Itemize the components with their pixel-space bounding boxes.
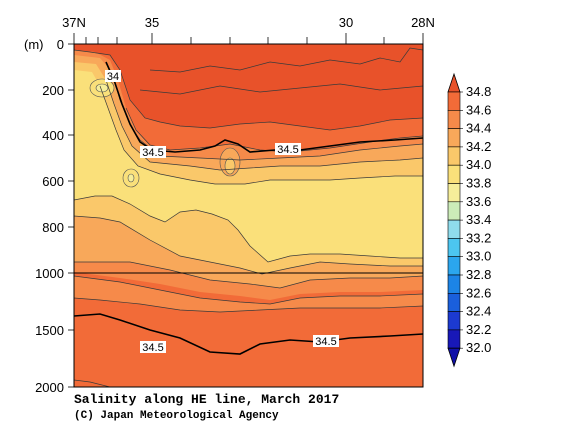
colorbar-tick-label: 34.6 <box>466 102 491 117</box>
x-tick-label-35: 35 <box>145 15 159 30</box>
contour-label-34-5-upper-west: 34.5 <box>140 146 166 159</box>
y-tick-label-600: 600 <box>42 174 64 189</box>
band-deep-34-4-34-6 <box>74 298 423 387</box>
contour-label-34-5-upper-west-text: 34.5 <box>142 147 163 159</box>
colorbar-swatch <box>447 183 461 203</box>
colorbar-tick-label: 32.4 <box>466 304 491 319</box>
colorbar-tick-label: 32.6 <box>466 285 491 300</box>
colorbar-swatch <box>447 91 461 111</box>
contour-label-34-text: 34 <box>107 71 119 83</box>
contour-label-34: 34 <box>105 70 121 83</box>
colorbar-swatch <box>447 256 461 276</box>
y-tick-label-2000: 2000 <box>35 380 64 395</box>
chart-title: Salinity along HE line, March 2017 <box>74 392 339 407</box>
colorbar-tick-label: 34.8 <box>466 84 491 99</box>
colorbar-swatch <box>447 164 461 184</box>
x-tick-label-28n: 28N <box>411 15 435 30</box>
colorbar-swatch <box>447 110 461 129</box>
colorbar-swatch <box>447 292 461 312</box>
contour-label-34-5-deep-east-text: 34.5 <box>315 336 336 348</box>
contour-34-5 <box>74 61 423 355</box>
y-tick-label-800: 800 <box>42 220 64 235</box>
colorbar-swatch <box>447 329 461 349</box>
plot-area <box>74 44 423 387</box>
x-tick-label-30: 30 <box>339 15 353 30</box>
x-tick-label-37n: 37N <box>62 15 86 30</box>
colorbar-tick-label: 33.8 <box>466 176 491 191</box>
colorbar-tick-label: 33.6 <box>466 194 491 209</box>
y-tick-label-1000: 1000 <box>35 266 64 281</box>
plot-frame <box>73 43 424 388</box>
colorbar: 34.8 34.6 34.4 34.2 34.0 33.8 33.6 33.4 33.2 33.0… <box>447 72 491 368</box>
colorbar-swatch <box>447 274 461 294</box>
colorbar-tick-label: 33.0 <box>466 249 491 264</box>
eddy-34-5-inner <box>224 157 236 175</box>
colorbar-tick-label: 34.2 <box>466 139 491 154</box>
contour-label-34-5-deep-west-text: 34.5 <box>142 342 163 354</box>
colorbar-swatch <box>447 238 461 257</box>
eddy-600m-core <box>127 173 135 183</box>
credit-text: (C) Japan Meteorological Agency <box>74 410 279 422</box>
contour-label-34-5-upper-east: 34.5 <box>275 143 301 156</box>
contour-label-34-5-upper-east-text: 34.5 <box>277 144 298 156</box>
y-tick-marks <box>68 43 74 388</box>
depth-unit-label: (m) <box>24 37 44 52</box>
colorbar-swatch <box>447 311 461 331</box>
colorbar-tick-label: 32.2 <box>466 322 491 337</box>
colorbar-tick-label: 34.4 <box>466 121 491 136</box>
colorbar-top-arrow <box>447 72 461 93</box>
y-tick-label-0: 0 <box>57 37 64 52</box>
contour-label-34-5-deep-east: 34.5 <box>313 335 339 348</box>
colorbar-swatch <box>447 146 461 166</box>
colorbar-tick-label: 33.4 <box>466 212 491 227</box>
colorbar-tick-label: 34.0 <box>466 157 491 172</box>
y-tick-label-1500: 1500 <box>35 323 64 338</box>
colorbar-swatch <box>447 128 461 148</box>
contour-label-34-5-deep-west: 34.5 <box>140 341 166 354</box>
band-deep-34-2-34-4 <box>74 276 423 312</box>
colorbar-swatch <box>447 201 461 221</box>
colorbar-bottom-arrow <box>447 347 461 368</box>
band-gt-34-6 <box>74 44 423 130</box>
y-tick-label-200: 200 <box>42 83 64 98</box>
colorbar-swatch <box>447 219 461 239</box>
colorbar-tick-label: 32.0 <box>466 340 491 355</box>
colorbar-tick-label: 32.8 <box>466 267 491 282</box>
band-lt-33-8 <box>74 70 423 262</box>
x-tick-marks <box>73 33 424 44</box>
y-tick-label-400: 400 <box>42 128 64 143</box>
colorbar-tick-label: 33.2 <box>466 230 491 245</box>
